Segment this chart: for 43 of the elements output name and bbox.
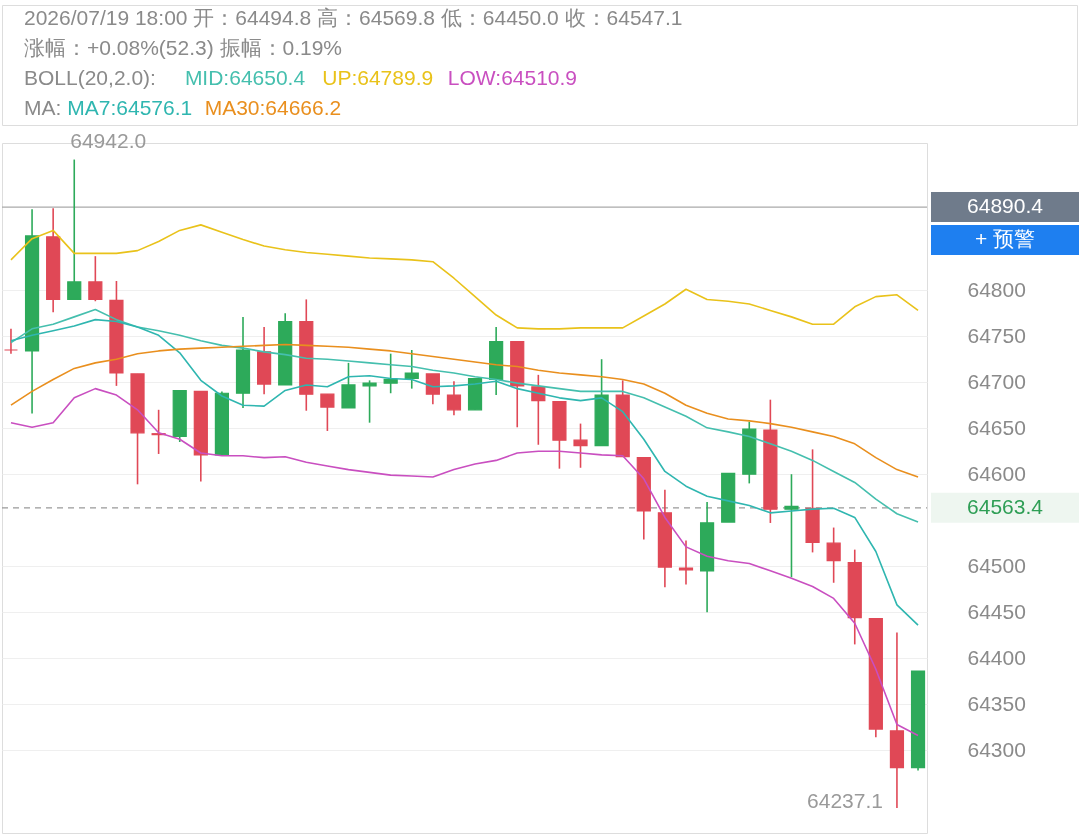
candlestick [67,158,82,301]
text: MID:64650.4 [184,66,306,89]
annotation: 64942.0 [70,128,147,152]
line-series [10,343,919,478]
candlestick [383,352,398,395]
y-tick-label: 64650 [967,415,1026,439]
candlestick [404,349,419,390]
y-tick-label: 64450 [967,599,1026,623]
candlestick [826,526,841,584]
line-series [10,318,919,626]
candlestick [320,393,335,432]
y-tick-label: 64750 [967,323,1026,347]
candlestick [341,362,356,409]
y-tick-label: 64400 [967,645,1026,669]
text: MA30:64666.2 [204,96,342,119]
line-series [10,387,919,737]
candlestick [88,255,103,303]
y-tick-label: 64800 [967,277,1026,301]
candlestick [784,473,799,579]
text: + 预警 [974,227,1036,251]
line-series [10,308,919,523]
text: BOLL(20,2.0): [24,66,156,89]
ref-line-label: 64890.4 [967,194,1044,218]
y-tick-label: 64300 [967,737,1026,761]
candlestick [573,422,588,469]
chart-title: 2026/07/19 18:00 开：64494.8 高：64569.8 低：64450.0 收：64547.1 [24,6,683,29]
candlestick [3,328,19,355]
text: MA7:64576.1 [67,96,193,119]
candlestick [446,380,462,417]
text: LOW:64510.9 [447,66,578,89]
y-tick-label: 64600 [967,461,1026,485]
candlestick [425,373,440,406]
ref-line-label: 64563.4 [967,494,1044,518]
text: UP:64789.9 [322,66,434,89]
y-tick-label: 64500 [967,553,1026,577]
annotation: 64237.1 [807,789,883,813]
y-tick-label: 64350 [967,691,1026,715]
chart-subtitle: 涨幅：+0.08%(52.3) 振幅：0.19% [24,36,343,59]
y-tick-label: 64700 [967,369,1026,393]
candlestick [678,539,694,586]
line-series [10,224,919,330]
text: MA: [24,96,62,119]
candlestick [362,379,377,424]
